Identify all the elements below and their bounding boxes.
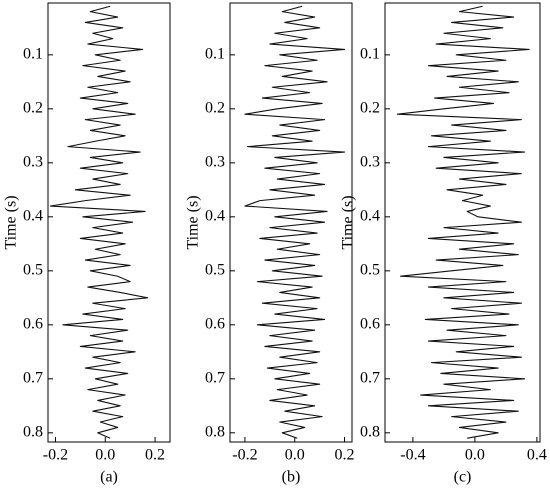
y-tick-label: 0.5 xyxy=(205,261,225,278)
caption: (a) xyxy=(100,469,118,486)
x-tick-label: 0.0 xyxy=(465,447,485,464)
y-tick-label: 0.6 xyxy=(23,315,43,332)
y-tick-label: 0.2 xyxy=(205,100,225,117)
caption: (c) xyxy=(454,469,472,486)
y-tick-label: 0.4 xyxy=(360,208,380,225)
x-tick-label: -0.4 xyxy=(400,447,425,464)
caption: (b) xyxy=(282,469,301,486)
y-tick-label: 0.6 xyxy=(205,315,225,332)
x-tick-label: -0.2 xyxy=(232,447,257,464)
y-tick-label: 0.2 xyxy=(360,100,380,117)
y-tick-label: 0.3 xyxy=(23,154,43,171)
y-tick-label: 0.1 xyxy=(23,46,43,63)
y-tick-label: 0.7 xyxy=(205,369,225,386)
y-tick-label: 0.7 xyxy=(360,369,380,386)
trace xyxy=(49,5,149,439)
y-tick-label: 0.6 xyxy=(360,315,380,332)
plot-frame xyxy=(229,2,353,443)
trace xyxy=(396,5,530,439)
x-tick-label: 0.2 xyxy=(335,447,355,464)
y-tick-label: 0.8 xyxy=(205,423,225,440)
plot-frame xyxy=(47,2,171,443)
y-tick-label: 0.1 xyxy=(360,46,380,63)
plot-frame xyxy=(384,2,541,443)
x-tick-label: 0.0 xyxy=(95,447,115,464)
y-tick-label: 0.1 xyxy=(205,46,225,63)
y-tick-label: 0.8 xyxy=(360,423,380,440)
trace xyxy=(244,5,346,439)
y-axis-label: Time (s) xyxy=(340,195,357,249)
y-tick-label: 0.5 xyxy=(360,261,380,278)
y-tick-label: 0.4 xyxy=(205,208,225,225)
y-tick-label: 0.8 xyxy=(23,423,43,440)
y-axis-label: Time (s) xyxy=(3,195,20,249)
y-tick-label: 0.2 xyxy=(23,100,43,117)
x-tick-label: 0.4 xyxy=(527,447,547,464)
y-tick-label: 0.3 xyxy=(360,154,380,171)
y-tick-label: 0.7 xyxy=(23,369,43,386)
y-axis-label: Time (s) xyxy=(185,195,202,249)
y-tick-label: 0.4 xyxy=(23,208,43,225)
x-tick-label: 0.0 xyxy=(285,447,305,464)
y-tick-label: 0.5 xyxy=(23,261,43,278)
x-tick-label: 0.2 xyxy=(145,447,165,464)
x-tick-label: -0.2 xyxy=(43,447,68,464)
y-tick-label: 0.3 xyxy=(205,154,225,171)
